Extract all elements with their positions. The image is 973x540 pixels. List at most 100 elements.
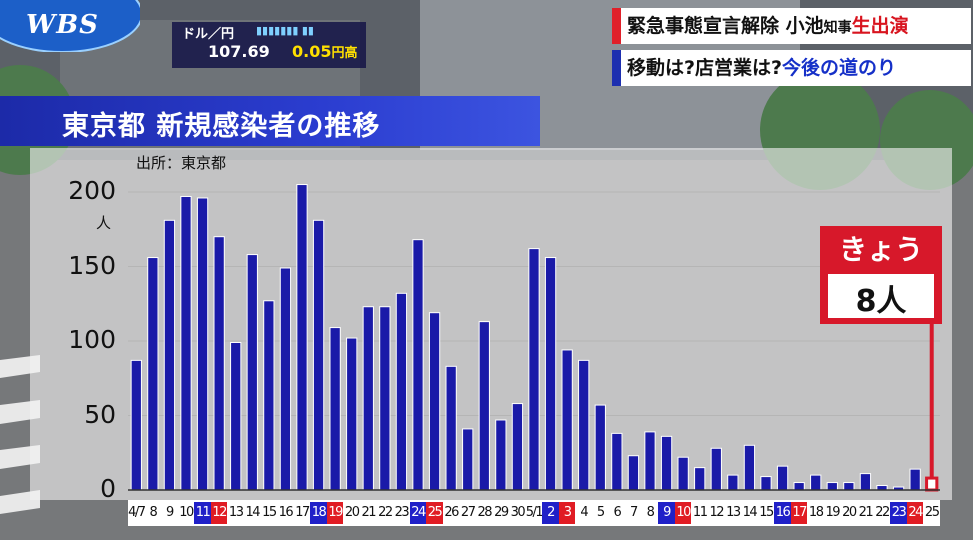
- x-tick-label: 14: [742, 505, 758, 520]
- x-tick-label: 10: [179, 505, 194, 520]
- bar: [263, 300, 275, 491]
- y-tick-label: 150: [68, 250, 116, 280]
- x-tick-label: 20: [842, 505, 857, 520]
- x-tick-label: 29: [494, 505, 509, 520]
- headline-1-part1: 緊急事態宣言解除: [627, 15, 780, 37]
- bar: [710, 447, 722, 491]
- bar: [312, 219, 325, 491]
- bar: [428, 312, 441, 491]
- x-tick-label: 12: [709, 505, 725, 520]
- bar: [346, 337, 358, 491]
- bar: [528, 248, 540, 491]
- bar: [776, 465, 789, 491]
- x-tick-label: 5: [596, 505, 605, 520]
- bar: [578, 359, 590, 491]
- x-tick-label: 18: [310, 502, 327, 524]
- x-tick-label: 25: [426, 502, 443, 524]
- x-tick-label: 3: [558, 502, 576, 524]
- bar: [478, 321, 490, 491]
- bar: [677, 456, 689, 491]
- x-tick-label: 24: [906, 502, 924, 524]
- fx-rate: 107.69: [208, 42, 270, 61]
- bar: [511, 403, 524, 491]
- fx-change-unit: 円高: [331, 46, 358, 61]
- bar: [727, 474, 739, 491]
- bar: [180, 195, 192, 491]
- bar: [462, 428, 474, 491]
- x-tick-label: 19: [326, 502, 344, 524]
- x-tick-label: 28: [477, 505, 493, 520]
- bar: [329, 327, 341, 491]
- x-tick-label: 19: [825, 505, 841, 520]
- x-tick-label: 10: [674, 502, 692, 524]
- bar: [760, 476, 772, 491]
- headline-1-part3: 知事: [823, 20, 852, 36]
- chart-title: 東京都 新規感染者の推移: [62, 111, 381, 142]
- bar: [611, 432, 623, 491]
- bar: [230, 341, 242, 491]
- bar: [412, 239, 424, 491]
- fx-scroll-text: ▮▮▮▮▮▮▮ ▮▮: [256, 24, 314, 37]
- bar: [810, 474, 822, 491]
- bar: [213, 236, 225, 491]
- today-value: 8人: [855, 284, 907, 319]
- logo-text: WBS: [26, 10, 99, 40]
- bar: [859, 473, 872, 491]
- bar: [627, 455, 640, 491]
- bar: [544, 257, 557, 491]
- x-tick-label: 15: [262, 505, 277, 520]
- x-tick-label: 5/1: [525, 505, 544, 520]
- bar-today: [925, 476, 939, 492]
- bar: [660, 435, 673, 491]
- x-tick-label: 14: [245, 505, 261, 520]
- fx-label: ドル／円: [182, 27, 235, 42]
- x-tick-label: 4: [580, 505, 588, 520]
- x-tick-label: 9: [658, 502, 675, 524]
- x-tick-label: 16: [278, 505, 294, 520]
- x-tick-label: 4/7: [128, 505, 146, 520]
- bar: [909, 468, 921, 491]
- bar: [594, 404, 606, 491]
- bar: [362, 306, 374, 491]
- wbs-logo: WBS: [0, 0, 143, 53]
- bar: [694, 467, 706, 491]
- y-axis-unit: 人: [96, 214, 112, 232]
- x-tick-label: 18: [808, 505, 824, 520]
- x-tick-label: 26: [444, 505, 459, 520]
- x-tick-label: 6: [613, 505, 621, 520]
- x-tick-label: 17: [790, 502, 808, 524]
- chart-source: 出所：東京都: [136, 154, 227, 172]
- today-label: きょう: [838, 233, 923, 266]
- x-tick-label: 30: [510, 505, 526, 520]
- headline-2-part1: 移動は?店営業は?: [627, 57, 783, 79]
- bar: [296, 184, 308, 491]
- x-tick-label: 27: [460, 505, 476, 520]
- y-tick-label: 50: [84, 399, 116, 429]
- bar: [843, 482, 855, 491]
- bar: [395, 292, 408, 491]
- x-tick-label: 22: [875, 505, 890, 520]
- x-tick-label: 23: [394, 505, 410, 520]
- headline-1-part4: 生出演: [851, 15, 909, 37]
- bar: [163, 219, 176, 491]
- x-tick-label: 7: [630, 505, 638, 520]
- headline-1-part2: 小池: [785, 15, 824, 37]
- x-tick-label: 15: [759, 505, 774, 520]
- x-tick-label: 22: [378, 505, 393, 520]
- bar: [793, 482, 805, 491]
- x-tick-label: 16: [774, 502, 791, 524]
- headline-2-part2: 今後の道のり: [782, 57, 897, 79]
- y-tick-label: 200: [68, 176, 116, 205]
- x-tick-label: 13: [726, 505, 741, 520]
- today-callout: きょう 8人: [820, 226, 942, 324]
- bar: [196, 197, 209, 491]
- bar: [644, 431, 656, 491]
- x-tick-label: 8: [149, 505, 157, 520]
- headline-1: 緊急事態宣言解除 小池知事生出演: [612, 8, 971, 44]
- y-tick-label: 100: [68, 325, 116, 354]
- x-tick-label: 11: [194, 502, 211, 524]
- x-tick-label: 17: [295, 505, 310, 520]
- x-tick-label: 11: [692, 505, 708, 520]
- bar: [743, 444, 756, 491]
- bar: [495, 419, 507, 491]
